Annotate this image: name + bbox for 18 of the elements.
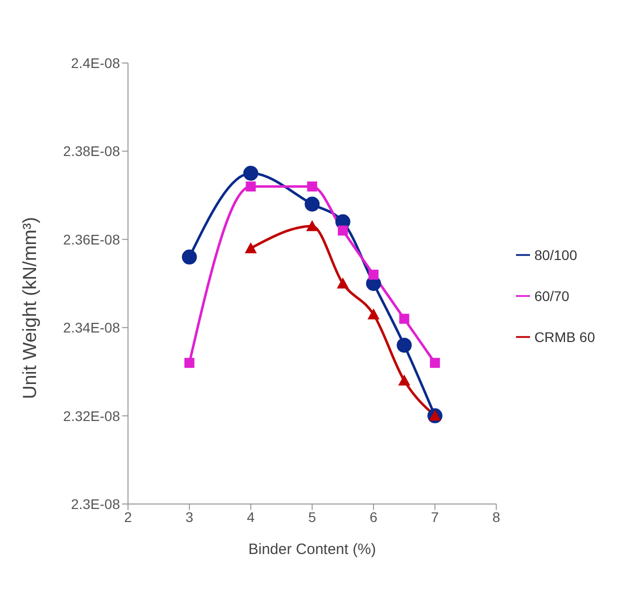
y-tick-label: 2.36E-08 <box>63 231 120 248</box>
legend-label: CRMB 60 <box>534 328 595 344</box>
x-tick-label: 8 <box>492 508 500 525</box>
x-tick-label: 7 <box>431 508 440 525</box>
y-tick-label: 2.32E-08 <box>63 408 120 424</box>
x-tick-label: 6 <box>370 508 378 525</box>
legend-label: 60/70 <box>534 288 570 304</box>
legend-label: 80/100 <box>534 246 578 262</box>
y-axis-title: Unit Weight (kN/mm³) <box>20 216 41 400</box>
y-tick-label: 2.34E-08 <box>63 320 120 336</box>
x-tick-label: 5 <box>308 508 316 525</box>
y-tick-label: 2.3E-08 <box>70 496 120 512</box>
y-tick-label: 2.38E-08 <box>63 143 120 160</box>
x-tick-label: 4 <box>246 508 255 525</box>
x-axis-title: Binder Content (%) <box>248 541 376 558</box>
x-tick-label: 3 <box>185 508 194 525</box>
x-tick-label: 2 <box>124 508 132 525</box>
y-tick-label: 2.4E-08 <box>70 54 120 71</box>
